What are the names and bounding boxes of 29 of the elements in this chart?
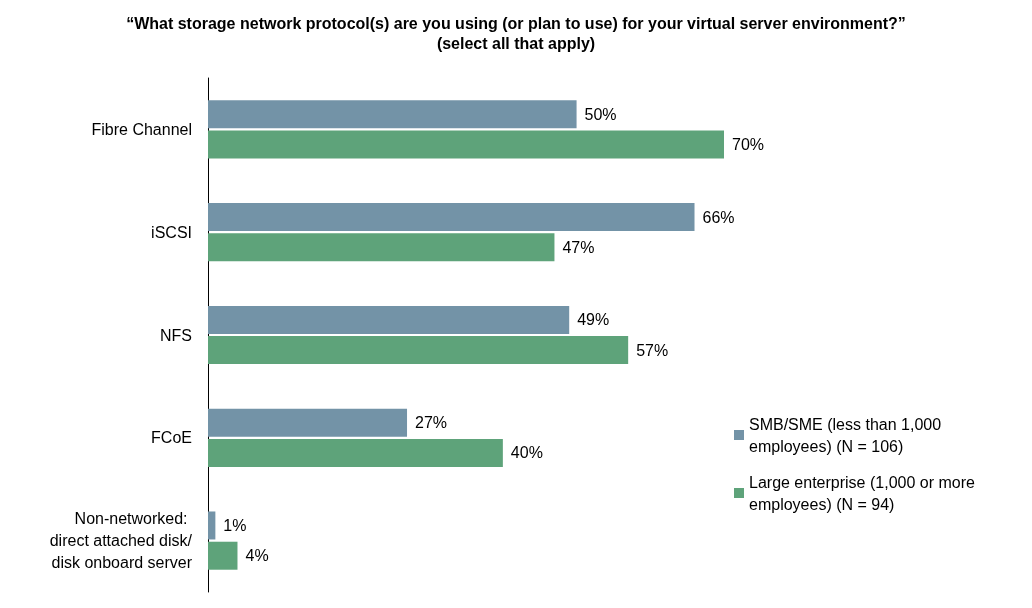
y-tick-label: FCoE xyxy=(151,429,192,447)
bar xyxy=(208,408,408,437)
bar xyxy=(208,233,555,262)
bar xyxy=(208,130,724,159)
bar xyxy=(208,203,695,232)
bar xyxy=(208,100,577,129)
bar xyxy=(208,541,238,570)
data-label: 27% xyxy=(415,414,448,432)
y-tick-label: NFS xyxy=(160,326,192,344)
chart-title: “What storage network protocol(s) are you using (or plan to use) for your virtual server environment?” xyxy=(126,14,906,32)
bar xyxy=(208,336,629,365)
data-label: 47% xyxy=(562,238,595,256)
y-tick-label: Fibre Channel xyxy=(91,120,192,138)
y-tick-label: iSCSI xyxy=(151,223,192,241)
bar xyxy=(208,305,570,334)
data-label: 57% xyxy=(636,341,669,359)
legend-label: Large enterprise (1,000 or more employees) (N = 94) xyxy=(749,473,980,513)
chart-subtitle: (select all that apply) xyxy=(436,34,596,52)
data-label: 66% xyxy=(702,208,735,226)
bar xyxy=(208,438,503,467)
data-label: 1% xyxy=(223,516,247,534)
data-label: 40% xyxy=(510,444,543,462)
data-label: 4% xyxy=(245,547,269,565)
data-label: 70% xyxy=(732,136,765,154)
data-label: 50% xyxy=(584,105,617,123)
y-tick-label: Non-networked: direct attached disk/disk onboard server xyxy=(49,510,193,572)
legend-label: SMB/SME (less than 1,000 employees) (N = 106) xyxy=(749,415,946,455)
data-label: 49% xyxy=(577,311,610,329)
bar xyxy=(208,511,216,540)
